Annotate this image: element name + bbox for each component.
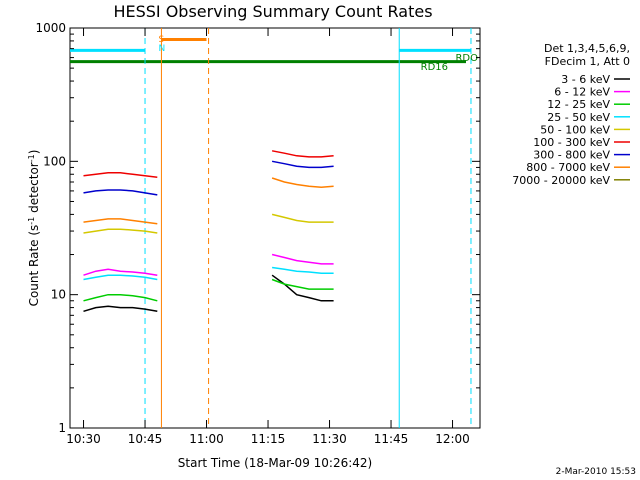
series-line-4-segment-2: [271, 266, 334, 274]
legend-label: 50 - 100 keV: [540, 123, 610, 136]
legend-header-line1: Det 1,3,4,5,6,9,: [544, 42, 630, 55]
y-axis: 1 10 100 1000: [35, 21, 480, 435]
series-line-8-segment-1: [83, 218, 158, 225]
y-tick-label: 100: [43, 154, 66, 168]
series-line-2-segment-1: [83, 268, 158, 276]
series-line-3-segment-2: [271, 278, 334, 290]
legend-label: 3 - 6 keV: [561, 73, 610, 86]
y-axis-label-sup2: -1: [27, 154, 36, 162]
x-tick-label: 11:15: [251, 432, 286, 446]
x-tick-label: 12:00: [435, 432, 470, 446]
series-line-5-segment-2: [271, 213, 334, 223]
footer-timestamp: 2-Mar-2010 15:53: [556, 467, 636, 477]
y-tick-label: 1000: [35, 21, 66, 35]
y-axis-label: Count Rate (s-1 detector-1): [27, 150, 42, 307]
series-line-4-segment-1: [83, 274, 158, 281]
chart-title: HESSI Observing Summary Count Rates: [113, 2, 432, 21]
legend-label: 100 - 300 keV: [533, 136, 610, 149]
annotation-n: N: [159, 44, 166, 54]
legend-label: 6 - 12 keV: [554, 86, 610, 99]
plot-marks: SN RDO RD16: [70, 28, 478, 428]
x-axis-label: Start Time (18-Mar-09 10:26:42): [178, 456, 372, 470]
series-line-7-segment-2: [271, 160, 334, 169]
legend: Det 1,3,4,5,6,9, FDecim 1, Att 0 3 - 6 k…: [512, 42, 630, 187]
legend-label: 300 - 800 keV: [533, 149, 610, 162]
y-tick-label: 10: [51, 288, 66, 302]
series-line-2-segment-2: [271, 253, 334, 265]
y-axis-label-part1: Count Rate (s: [27, 225, 41, 307]
x-tick-label: 11:00: [189, 432, 224, 446]
x-tick-label: 10:30: [66, 432, 101, 446]
legend-label: 800 - 7000 keV: [526, 161, 610, 174]
y-axis-label-part2: detector: [27, 162, 41, 217]
legend-label: 7000 - 20000 keV: [512, 174, 610, 187]
series-line-6-segment-1: [83, 172, 158, 178]
legend-header-line2: FDecim 1, Att 0: [545, 55, 630, 68]
annotation-s: S: [159, 35, 165, 45]
legend-label: 25 - 50 keV: [547, 111, 610, 124]
legend-label: 12 - 25 keV: [547, 98, 610, 111]
annotation-rdo: RDO: [455, 53, 478, 64]
y-tick-label: 1: [58, 421, 66, 435]
series-line-1-segment-1: [83, 305, 158, 313]
series-line-5-segment-1: [83, 228, 158, 234]
x-tick-label: 10:45: [128, 432, 163, 446]
series-line-8-segment-2: [271, 177, 334, 188]
y-axis-label-part3: ): [27, 150, 41, 155]
x-axis: 10:30 10:45 11:00 11:15 11:30 11:45 12:00: [66, 28, 470, 446]
series-line-3-segment-1: [83, 293, 158, 302]
y-axis-label-sup1: -1: [27, 217, 36, 225]
plot-frame: [69, 27, 481, 429]
x-tick-label: 11:45: [374, 432, 409, 446]
x-tick-label: 11:30: [312, 432, 347, 446]
series-line-6-segment-2: [271, 150, 334, 158]
series-line-7-segment-1: [83, 189, 158, 196]
annotation-rd16: RD16: [421, 62, 448, 73]
